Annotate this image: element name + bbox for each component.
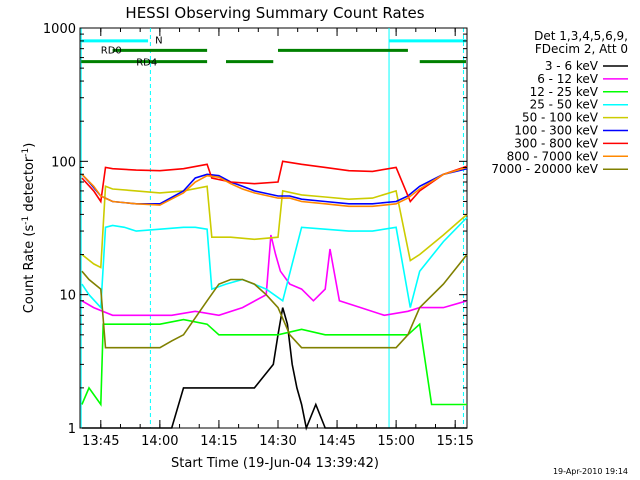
plot-border	[79, 27, 468, 429]
x-tick-label: 14:15	[200, 434, 237, 449]
status-bar-label-n: N	[155, 35, 162, 46]
series-line-3	[81, 216, 468, 310]
legend-item-label: 12 - 25 keV	[530, 85, 599, 99]
series-line-6	[81, 160, 468, 204]
chart-title: HESSI Observing Summary Count Rates	[125, 4, 424, 22]
x-tick-label: 15:15	[436, 434, 473, 449]
legend-item-label: 6 - 12 keV	[537, 72, 599, 86]
x-tick-label: 14:45	[318, 434, 355, 449]
legend-item-label: 7000 - 20000 keV	[491, 162, 598, 176]
status-bar-label-rd4: RD4	[136, 58, 157, 69]
x-axis-label: Start Time (19-Jun-04 13:39:42)	[171, 456, 379, 471]
legend-item-label: 800 - 7000 keV	[507, 149, 599, 163]
y-tick-label: 100	[51, 155, 76, 170]
y-axis-label-sup1: -1	[21, 216, 31, 225]
x-tick-label: 14:30	[259, 434, 296, 449]
y-axis-ticks: 1 10 100 1000	[43, 22, 467, 437]
x-tick-label: 13:45	[82, 434, 119, 449]
legend-item-label: 25 - 50 keV	[530, 98, 599, 112]
y-tick-label: 1000	[43, 22, 76, 37]
legend-header-line2: FDecim 2, Att 0	[535, 42, 628, 56]
legend-item-label: 100 - 300 keV	[514, 124, 598, 138]
series-lines	[81, 160, 468, 431]
series-line-4	[81, 185, 468, 269]
x-axis-ticks: 13:45 14:00 14:15 14:30 14:45 15:00 15:15	[82, 28, 474, 449]
y-axis-label-sup2: -1	[21, 148, 31, 157]
series-line-0	[81, 307, 467, 431]
series-line-7	[81, 166, 468, 208]
legend: Det 1,3,4,5,6,9, FDecim 2, Att 0 3 - 6 k…	[491, 29, 628, 176]
status-bars: N RD0 RD4	[81, 35, 466, 69]
y-axis-label-part1: Count Rate (s	[22, 225, 37, 314]
legend-header-line1: Det 1,3,4,5,6,9,	[534, 29, 628, 43]
y-axis-label-part3: )	[22, 143, 37, 148]
plot-area	[79, 27, 468, 429]
x-tick-label: 14:00	[141, 434, 178, 449]
time-markers	[80, 28, 464, 428]
legend-item-label: 3 - 6 keV	[545, 59, 599, 73]
footer-timestamp: 19-Apr-2010 19:14	[553, 467, 628, 476]
y-tick-label: 10	[59, 289, 76, 304]
status-bar-label-rd0: RD0	[101, 45, 122, 56]
legend-item-label: 50 - 100 keV	[522, 111, 599, 125]
y-axis-label: Count Rate (s-1 detector-1)	[21, 143, 37, 314]
series-line-1	[81, 234, 468, 317]
y-axis-label-part2: detector	[22, 156, 37, 216]
series-line-2	[81, 318, 467, 407]
y-tick-label: 1	[68, 422, 76, 437]
legend-item-label: 300 - 800 keV	[514, 136, 598, 150]
x-tick-label: 15:00	[377, 434, 414, 449]
series-line-8	[81, 254, 468, 349]
